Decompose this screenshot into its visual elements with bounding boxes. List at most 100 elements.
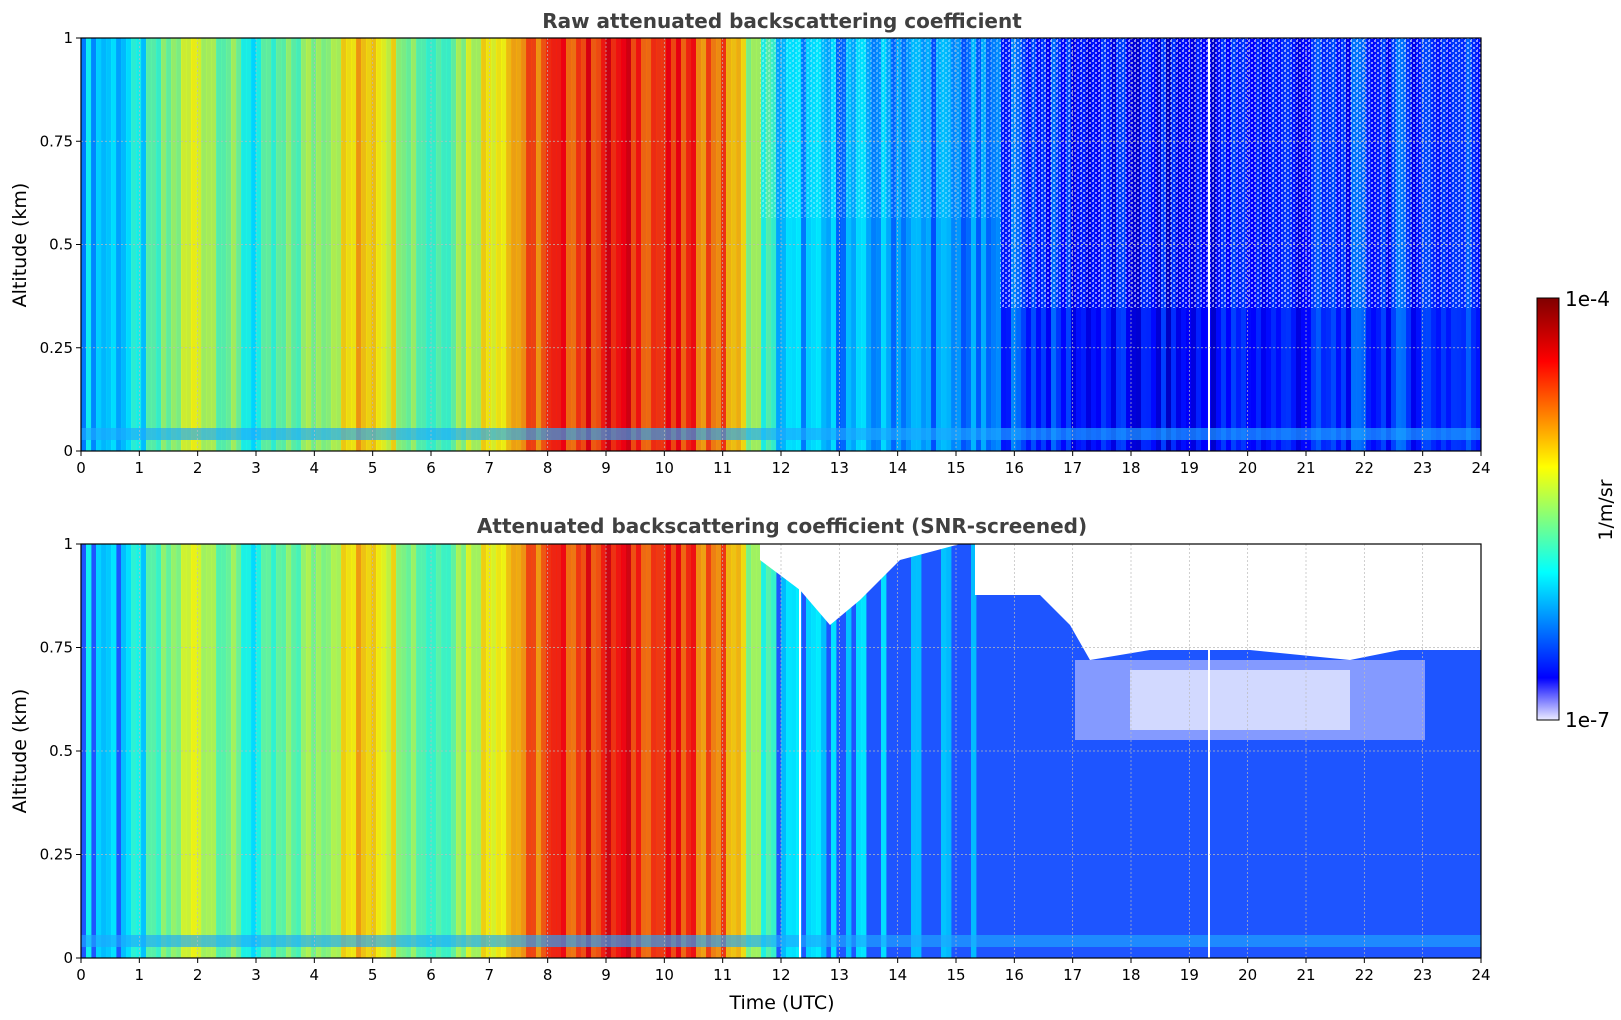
top-y-tick-label: 0.75	[40, 132, 73, 150]
bottom-y-axis-label: Altitude (km)	[9, 689, 31, 814]
top-heatmap-column	[646, 38, 652, 451]
bottom-heatmap-column	[266, 544, 272, 958]
bottom-y-tick-label: 0.25	[40, 846, 73, 864]
x-axis-label: Time (UTC)	[728, 992, 834, 1014]
bottom-x-tick-label: 9	[601, 966, 611, 984]
top-heatmap-column	[226, 38, 232, 451]
bottom-heatmap-column	[201, 544, 207, 958]
colorbar-max-label: 1e-4	[1565, 287, 1610, 311]
bottom-heatmap-column	[426, 544, 432, 958]
top-heatmap-column	[321, 38, 327, 451]
top-heatmap-column	[546, 38, 552, 451]
top-heatmap-column	[826, 38, 832, 451]
bottom-heatmap-column	[121, 544, 127, 958]
bottom-heatmap-column	[241, 544, 247, 958]
top-heatmap-column	[621, 38, 627, 451]
top-heatmap-column	[666, 38, 672, 451]
top-heatmap-column	[701, 38, 707, 451]
bottom-heatmap-column	[566, 544, 572, 958]
bottom-heatmap-column	[161, 544, 167, 958]
top-heatmap-column	[526, 38, 532, 451]
top-heatmap-column	[586, 38, 592, 451]
top-heatmap-column	[746, 38, 752, 451]
bottom-night-pale-core	[1130, 670, 1350, 730]
bottom-heatmap-column	[586, 544, 592, 958]
bottom-heatmap-column	[301, 544, 307, 958]
bottom-heatmap-column	[701, 544, 707, 958]
top-x-tick-label: 12	[771, 459, 790, 477]
top-heatmap-column	[541, 38, 547, 451]
top-heatmap-column	[946, 38, 952, 451]
bottom-screened-night-region	[975, 544, 1481, 660]
top-x-tick-label: 19	[1180, 459, 1199, 477]
bottom-panel: Attenuated backscattering coefficient (S…	[9, 514, 1491, 1014]
top-heatmap-column	[846, 38, 852, 451]
bottom-heatmap-column	[126, 544, 132, 958]
top-heatmap-column	[266, 38, 272, 451]
top-heatmap-column	[466, 38, 472, 451]
top-x-tick-label: 10	[655, 459, 674, 477]
bottom-heatmap-column	[741, 544, 747, 958]
top-heatmap-column	[866, 38, 872, 451]
top-heatmap-column	[706, 38, 712, 451]
top-y-tick-label: 0.5	[49, 236, 73, 254]
top-heatmap-column	[426, 38, 432, 451]
top-x-tick-label: 14	[888, 459, 907, 477]
top-heatmap-column	[406, 38, 412, 451]
bottom-heatmap-column	[366, 544, 372, 958]
bottom-heatmap-column	[721, 544, 727, 958]
bottom-x-tick-label: 2	[193, 966, 203, 984]
bottom-heatmap-column	[421, 544, 427, 958]
bottom-heatmap-column	[361, 544, 367, 958]
top-heatmap-column	[386, 38, 392, 451]
top-heatmap-column	[186, 38, 192, 451]
bottom-heatmap-column	[501, 544, 507, 958]
top-noise-speckle-mid	[760, 38, 1000, 218]
bottom-x-tick-label: 3	[251, 966, 261, 984]
bottom-heatmap-column	[506, 544, 512, 958]
bottom-heatmap-column	[726, 544, 732, 958]
bottom-heatmap-column	[321, 544, 327, 958]
top-heatmap-column	[986, 38, 992, 451]
bottom-heatmap-column	[626, 544, 632, 958]
top-heatmap-column	[486, 38, 492, 451]
top-x-tick-label: 17	[1063, 459, 1082, 477]
colorbar: 1e-4 1e-7 1/m/sr	[1536, 287, 1617, 732]
top-y-tick-label: 0	[63, 442, 73, 460]
bottom-heatmap-column	[221, 544, 227, 958]
bottom-x-tick-label: 22	[1355, 966, 1374, 984]
bottom-x-tick-label: 0	[76, 966, 86, 984]
bottom-x-tick-label: 23	[1413, 966, 1432, 984]
bottom-heatmap-column	[481, 544, 487, 958]
top-heatmap-column	[286, 38, 292, 451]
bottom-heatmap-column	[786, 544, 792, 958]
bottom-heatmap-column	[846, 544, 852, 958]
top-heatmap-column	[721, 38, 727, 451]
top-heatmap-column	[886, 38, 892, 451]
top-x-tick-label: 5	[368, 459, 378, 477]
top-x-tick-label: 1	[135, 459, 145, 477]
colorbar-gradient	[1536, 297, 1560, 721]
bottom-heatmap-column	[326, 544, 332, 958]
top-heatmap-column	[201, 38, 207, 451]
bottom-heatmap-column	[486, 544, 492, 958]
top-heatmap-column	[821, 38, 827, 451]
bottom-heatmap-column	[381, 544, 387, 958]
top-heatmap-column	[686, 38, 692, 451]
top-heatmap-column	[166, 38, 172, 451]
top-heatmap-column	[806, 38, 812, 451]
bottom-heatmap-column	[521, 544, 527, 958]
bottom-heatmap-column	[641, 544, 647, 958]
top-heatmap-column	[206, 38, 212, 451]
top-panel: Raw attenuated backscattering coefficien…	[9, 9, 1491, 477]
bottom-heatmap-column	[281, 544, 287, 958]
bottom-heatmap-column	[186, 544, 192, 958]
bottom-heatmap-column	[86, 544, 92, 958]
top-heatmap-column	[506, 38, 512, 451]
bottom-heatmap-column	[621, 544, 627, 958]
top-heatmap-column	[906, 38, 912, 451]
top-x-tick-label: 13	[830, 459, 849, 477]
top-heatmap-column	[766, 38, 772, 451]
top-x-tick-label: 6	[426, 459, 436, 477]
